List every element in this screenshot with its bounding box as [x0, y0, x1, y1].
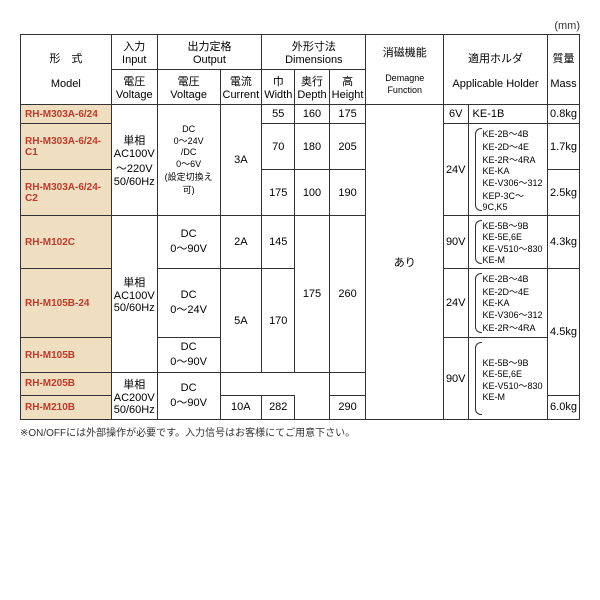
w-cell: 282 [262, 395, 295, 419]
cur-cell: 2A [220, 216, 262, 269]
mass-cell: 6.0kg [548, 395, 580, 419]
model-cell: RH-M303A-6/24-C2 [21, 170, 112, 216]
hv-cell: 6V [443, 105, 468, 124]
model-cell: RH-M105B [21, 338, 112, 373]
holder-cell: KE-5B～9B KE-5E,6E KE-V510～830 KE-M [468, 338, 548, 420]
input-cell: 単相 AC100V 50/60Hz [111, 216, 157, 373]
hdr-h: 高Height [329, 70, 366, 105]
hdr-holder: 適用ホルダApplicable Holder [443, 35, 547, 105]
d-cell: 100 [295, 170, 329, 216]
cur-cell: 3A [220, 105, 262, 216]
w-cell: 145 [262, 216, 295, 269]
h-cell: 290 [329, 395, 366, 419]
mass-cell: 0.8kg [548, 105, 580, 124]
model-cell: RH-M303A-6/24 [21, 105, 112, 124]
d-cell: 180 [295, 124, 329, 170]
cur-cell: 10A [220, 395, 262, 419]
model-cell: RH-M205B [21, 373, 112, 396]
vout-cell: DC 0～90V [157, 373, 220, 420]
empty-cell [220, 373, 329, 396]
empty-cell [329, 373, 366, 396]
holder-cell: KE-2B～4B KE-2D～4E KE-2R～4RA KE-KA KE-V30… [468, 124, 548, 216]
hdr-dims: 外形寸法Dimensions [262, 35, 366, 70]
d-cell: 160 [295, 105, 329, 124]
mass-cell: 4.3kg [548, 216, 580, 269]
model-cell: RH-M303A-6/24-C1 [21, 124, 112, 170]
input-cell: 単相 AC100V ～220V 50/60Hz [111, 105, 157, 216]
model-cell: RH-M210B [21, 395, 112, 419]
mass-cell: 2.5kg [548, 170, 580, 216]
hdr-mass: 質量Mass [548, 35, 580, 105]
vout-cell: DC 0～90V [157, 338, 220, 373]
hdr-demag: 消磁機能Demagne Function [366, 35, 443, 105]
demag-cell: あり [366, 105, 443, 420]
h-cell: 175 [329, 105, 366, 124]
empty-cell [295, 395, 329, 419]
hv-cell: 90V [443, 338, 468, 420]
hdr-vout: 電圧Voltage [157, 70, 220, 105]
unit-label: (mm) [20, 20, 580, 32]
holder-cell: KE-2B～4B KE-2D～4E KE-KA KE-V306～312 KE-2… [468, 269, 548, 338]
d-cell: 175 [295, 216, 329, 373]
h-cell: 205 [329, 124, 366, 170]
w-cell: 175 [262, 170, 295, 216]
footnote: ※ON/OFFには外部操作が必要です。入力信号はお客様にてご用意下さい。 [20, 424, 580, 439]
spec-table: 形 式Model 入力Input 出力定格Output 外形寸法Dimensio… [20, 34, 580, 420]
hdr-model: 形 式Model [21, 35, 112, 105]
model-cell: RH-M105B-24 [21, 269, 112, 338]
hdr-input: 入力Input [111, 35, 157, 70]
holder-cell: KE-1B [468, 105, 548, 124]
hdr-output: 出力定格Output [157, 35, 261, 70]
mass-cell: 1.7kg [548, 124, 580, 170]
vout-cell: DC 0～24V /DC 0～6V (設定切換え可) [157, 105, 220, 216]
hv-cell: 24V [443, 269, 468, 338]
w-cell: 70 [262, 124, 295, 170]
vout-cell: DC 0～24V [157, 269, 220, 338]
mass-cell: 4.5kg [548, 269, 580, 396]
hdr-d: 奥行Depth [295, 70, 329, 105]
h-cell: 260 [329, 216, 366, 373]
cur-cell: 5A [220, 269, 262, 373]
hv-cell: 24V [443, 124, 468, 216]
input-cell: 単相 AC200V 50/60Hz [111, 373, 157, 420]
w-cell: 55 [262, 105, 295, 124]
hdr-cur: 電流Current [220, 70, 262, 105]
hv-cell: 90V [443, 216, 468, 269]
hdr-w: 巾Width [262, 70, 295, 105]
vout-cell: DC 0～90V [157, 216, 220, 269]
w-cell: 170 [262, 269, 295, 373]
model-cell: RH-M102C [21, 216, 112, 269]
h-cell: 190 [329, 170, 366, 216]
hdr-vin: 電圧Voltage [111, 70, 157, 105]
holder-cell: KE-5B～9B KE-5E,6E KE-V510～830 KE-M [468, 216, 548, 269]
